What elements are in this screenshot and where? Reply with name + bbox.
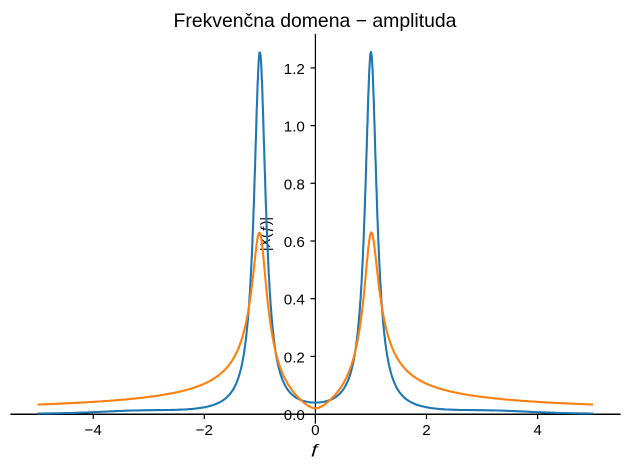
svg-text:−4: −4: [85, 422, 102, 439]
svg-text:1.2: 1.2: [284, 61, 305, 78]
svg-text:1.0: 1.0: [284, 119, 305, 136]
svg-text:2: 2: [422, 422, 430, 439]
svg-text:0.6: 0.6: [284, 234, 305, 251]
svg-text:−2: −2: [196, 422, 213, 439]
svg-text:4: 4: [533, 422, 541, 439]
svg-text:ƒ: ƒ: [309, 441, 321, 456]
svg-text:Frekvenčna domena − amplituda: Frekvenčna domena − amplituda: [174, 10, 457, 32]
svg-text:0.8: 0.8: [284, 176, 305, 193]
svg-text:0.2: 0.2: [284, 349, 305, 366]
svg-text:0.4: 0.4: [284, 292, 305, 309]
svg-text:0: 0: [311, 422, 319, 439]
svg-text:0.0: 0.0: [284, 407, 305, 424]
